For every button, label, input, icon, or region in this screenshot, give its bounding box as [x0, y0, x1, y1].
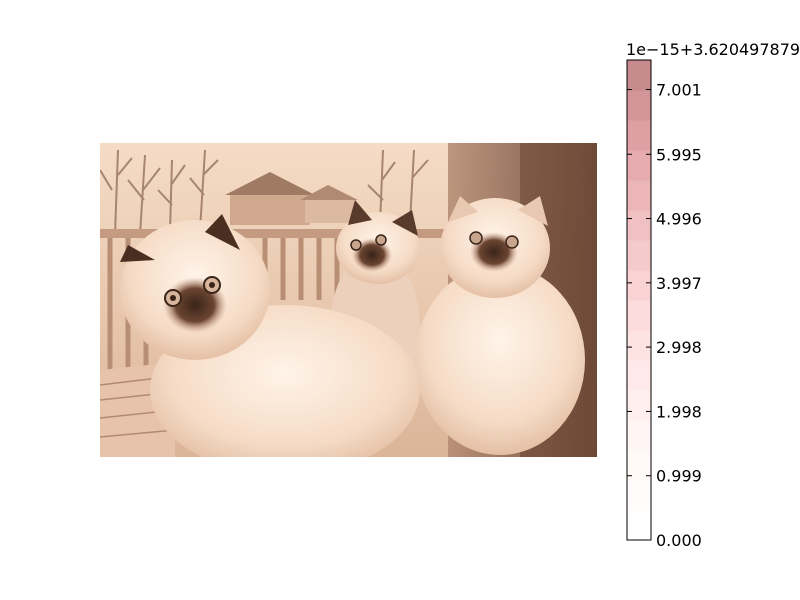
colorbar-band: [627, 390, 651, 421]
colorbar-band: [627, 300, 651, 331]
kitten-left: [120, 214, 420, 457]
colorbar-band: [627, 60, 651, 91]
background-houses: [225, 172, 358, 225]
heatmap-image: [100, 143, 597, 457]
colorbar-band: [627, 480, 651, 511]
colorbar-band: [627, 360, 651, 391]
colorbar-tick-label: 7.001: [656, 81, 702, 100]
colorbar-offset-label: 1e−15+3.620497879: [626, 40, 800, 59]
colorbar-band: [627, 510, 651, 541]
colorbar-ticks: 0.000 0.999 1.998 2.998 3.997 4.996 5.995 7.001: [627, 81, 702, 550]
colorbar-band: [627, 420, 651, 451]
colorbar: 0.000 0.999 1.998 2.998 3.997 4.996 5.995 7.001…: [626, 40, 800, 550]
colorbar-band: [627, 180, 651, 211]
colorbar-tick-label: 0.000: [656, 531, 702, 550]
colorbar-band: [627, 330, 651, 361]
colorbar-frame: [626, 59, 652, 541]
colorbar-band: [627, 150, 651, 181]
colorbar-band: [627, 210, 651, 241]
kitten-right: [415, 196, 585, 455]
colorbar-tick-label: 3.997: [656, 274, 702, 293]
colorbar-band: [627, 90, 651, 121]
colorbar-tick-label: 1.998: [656, 402, 702, 421]
colorbar-bands: [627, 60, 651, 541]
colorbar-band: [627, 120, 651, 151]
colorbar-band: [627, 270, 651, 301]
colorbar-tick-label: 0.999: [656, 467, 702, 486]
colorbar-band: [627, 240, 651, 271]
colorbar-tick-label: 5.995: [656, 145, 702, 164]
background-trees: [100, 149, 429, 236]
colorbar-tick-label: 4.996: [656, 210, 702, 229]
colorbar-tick-label: 2.998: [656, 338, 702, 357]
